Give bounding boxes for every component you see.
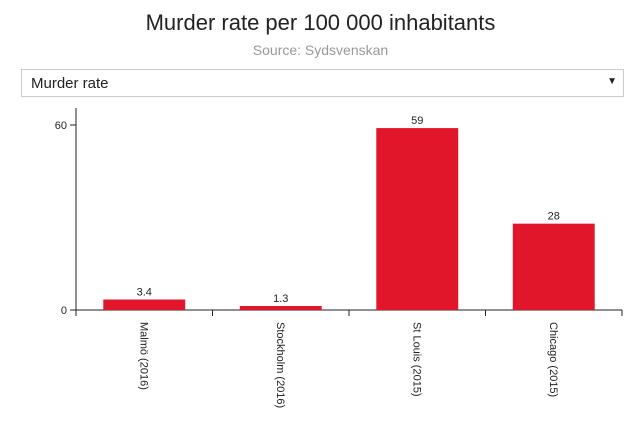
metric-dropdown[interactable]: Murder rate ▼ bbox=[21, 69, 624, 97]
metric-dropdown-value: Murder rate bbox=[31, 75, 109, 92]
bar bbox=[103, 299, 186, 310]
bar bbox=[512, 223, 595, 310]
bar-value-label: 1.3 bbox=[273, 293, 288, 305]
chart-subtitle: Source: Sydsvenskan bbox=[252, 42, 389, 58]
bar bbox=[376, 128, 459, 310]
bar-value-label: 3.4 bbox=[137, 287, 152, 299]
bar-value-label: 28 bbox=[548, 211, 560, 223]
x-category-label: Malmö (2016) bbox=[137, 322, 149, 390]
x-category-label: Chicago (2015) bbox=[547, 322, 559, 397]
bar-value-label: 59 bbox=[411, 115, 423, 127]
bar bbox=[239, 305, 322, 310]
chart-title: Murder rate per 100 000 inhabitants bbox=[145, 10, 496, 35]
x-category-label: Stockholm (2016) bbox=[274, 322, 286, 408]
x-category-label: St Louis (2015) bbox=[410, 322, 422, 397]
dropdown-arrow-icon: ▼ bbox=[607, 76, 617, 87]
y-tick-label: 0 bbox=[61, 305, 67, 317]
y-tick-label: 60 bbox=[55, 120, 67, 132]
